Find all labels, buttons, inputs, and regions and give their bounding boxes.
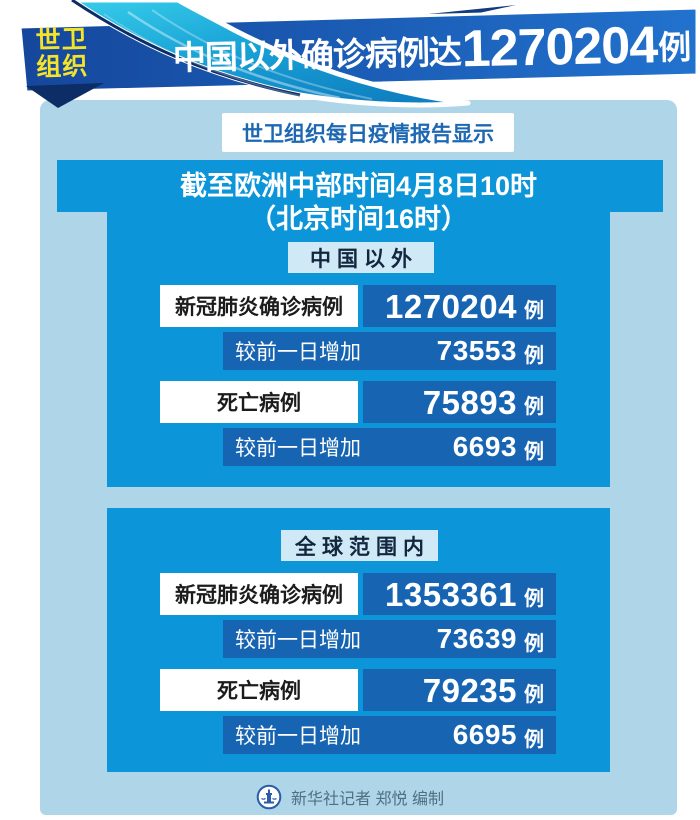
stat-number: 79235 <box>422 671 517 709</box>
header-banner-graphic <box>18 0 699 108</box>
footer-credit: 新华社记者 郑悦 编制 <box>0 782 700 812</box>
report-note-text: 世卫组织每日疫情报告显示 <box>242 122 494 146</box>
stat-unit: 例 <box>524 728 544 751</box>
section-label-global: 全球范围内 <box>281 530 438 561</box>
stat-value-box: 75893 例 <box>363 381 556 423</box>
stat-label: 死亡病例 <box>160 669 358 711</box>
title-prefix: 中国以外确诊病例达 <box>172 33 462 77</box>
stat-subrow-box: 较前一日增加 6695 例 <box>223 716 556 754</box>
who-badge-line2: 组织 <box>35 52 89 82</box>
stat-unit: 例 <box>524 440 544 463</box>
as-of-date-line2: （北京时间16时） <box>248 204 469 234</box>
xinhua-emblem-icon <box>256 784 282 810</box>
stat-number: 1270204 <box>385 287 517 325</box>
main-title: 中国以外确诊病例达 1270204 例 <box>167 6 696 93</box>
stat-subrow-box: 较前一日增加 73553 例 <box>223 332 556 370</box>
stat-unit: 例 <box>524 344 544 367</box>
stat-unit: 例 <box>524 299 544 322</box>
stat-number: 6695 <box>452 719 517 750</box>
stat-unit: 例 <box>524 395 544 418</box>
section-label-outside-china: 中国以外 <box>288 242 434 273</box>
title-unit: 例 <box>657 28 692 67</box>
stat-label: 新冠肺炎确诊病例 <box>160 573 358 615</box>
stat-label: 较前一日增加 <box>235 629 361 652</box>
stat-subrow-box: 较前一日增加 73639 例 <box>223 620 556 658</box>
ribbon-stripe <box>151 9 373 100</box>
stat-label: 死亡病例 <box>160 381 358 423</box>
stat-label: 较前一日增加 <box>235 725 361 748</box>
who-badge-line1: 世卫 <box>35 25 89 55</box>
report-note-box: 世卫组织每日疫情报告显示 <box>222 113 514 152</box>
stat-unit: 例 <box>524 632 544 655</box>
ribbon-stripe <box>103 13 307 98</box>
stat-value-box: 1270204 例 <box>363 285 556 327</box>
stat-label: 新冠肺炎确诊病例 <box>160 285 358 327</box>
stat-value-box: 79235 例 <box>363 669 556 711</box>
stat-number: 6693 <box>452 431 517 462</box>
stat-number: 73553 <box>436 335 517 366</box>
stat-number: 73639 <box>436 623 517 654</box>
stat-subrow-box: 较前一日增加 6693 例 <box>223 428 556 466</box>
stat-number: 75893 <box>422 383 517 421</box>
who-badge: 世卫 组织 <box>35 25 89 82</box>
footer-credit-text: 新华社记者 郑悦 编制 <box>291 791 444 808</box>
banner-left-fold <box>26 83 104 108</box>
as-of-date-line1: 截至欧洲中部时间4月8日10时 <box>179 171 538 201</box>
stat-number: 1353361 <box>385 575 517 613</box>
stat-value-box: 1353361 例 <box>363 573 556 615</box>
ribbon-stripe <box>127 10 341 100</box>
stat-label: 较前一日增加 <box>235 341 361 364</box>
ribbon-shadow-edge <box>71 0 301 97</box>
stat-unit: 例 <box>524 587 544 610</box>
title-number: 1270204 <box>461 16 658 79</box>
as-of-date: 截至欧洲中部时间4月8日10时 （北京时间16时） <box>107 170 610 236</box>
stat-unit: 例 <box>524 683 544 706</box>
stat-label: 较前一日增加 <box>235 437 361 460</box>
